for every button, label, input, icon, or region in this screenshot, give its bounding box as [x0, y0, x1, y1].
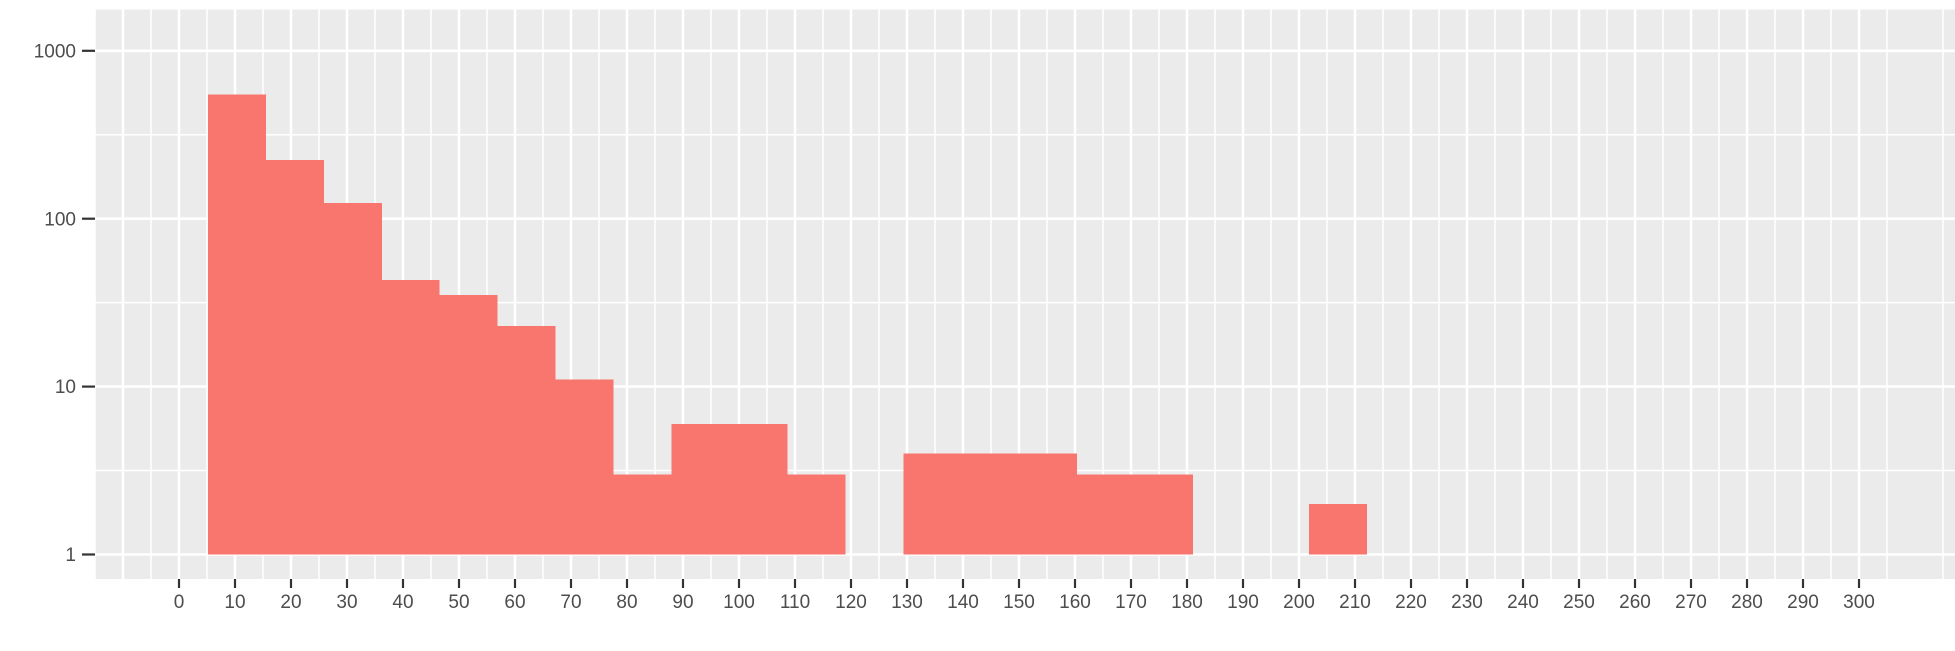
x-tick-label: 220: [1395, 592, 1427, 613]
x-tick-label: 230: [1451, 592, 1483, 613]
x-tick-label: 280: [1731, 592, 1763, 613]
x-tick-label: 200: [1283, 592, 1315, 613]
histogram-bar: [381, 280, 440, 555]
x-tick-label: 240: [1507, 592, 1539, 613]
x-tick-label: 180: [1171, 592, 1203, 613]
histogram-bar: [439, 295, 498, 555]
histogram-bar: [207, 94, 266, 555]
histogram-bar: [613, 474, 672, 555]
x-tick-label: 30: [336, 592, 357, 613]
histogram-bar: [961, 453, 1020, 555]
x-tick-label: 80: [616, 592, 637, 613]
histogram-bar: [497, 325, 556, 555]
x-tick-label: 250: [1563, 592, 1595, 613]
x-tick-label: 260: [1619, 592, 1651, 613]
x-tick-label: 110: [780, 592, 810, 613]
x-tick-label: 20: [280, 592, 301, 613]
x-tick-label: 60: [504, 592, 525, 613]
y-tick-label: 1: [65, 545, 76, 566]
x-tick-label: 140: [947, 592, 979, 613]
histogram-bar: [903, 453, 962, 555]
histogram-bar: [1135, 474, 1193, 555]
histogram-bar: [729, 423, 788, 555]
x-tick-label: 120: [835, 592, 867, 613]
x-tick-label: 130: [891, 592, 923, 613]
x-tick-label: 70: [560, 592, 581, 613]
y-tick-label: 1000: [34, 41, 76, 62]
x-tick-label: 160: [1059, 592, 1091, 613]
x-tick-label: 170: [1115, 592, 1147, 613]
x-tick-label: 0: [174, 592, 185, 613]
histogram-bar: [1077, 474, 1136, 555]
x-tick-label: 150: [1003, 592, 1035, 613]
x-tick-label: 190: [1227, 592, 1259, 613]
x-tick-label: 210: [1339, 592, 1371, 613]
y-tick-label: 10: [55, 377, 76, 398]
histogram-bar: [265, 160, 324, 555]
histogram-bar: [323, 203, 382, 555]
x-tick-label: 300: [1843, 592, 1875, 613]
x-tick-label: 10: [224, 592, 245, 613]
x-tick-label: 270: [1675, 592, 1707, 613]
x-tick-label: 100: [723, 592, 755, 613]
histogram-bar: [555, 379, 614, 555]
y-tick-label: 100: [44, 209, 76, 230]
x-tick-label: 40: [392, 592, 413, 613]
histogram-bar: [671, 423, 730, 555]
x-tick-label: 50: [448, 592, 469, 613]
x-tick-label: 290: [1787, 592, 1819, 613]
histogram-bar: [1308, 503, 1367, 555]
histogram-bar: [1019, 453, 1078, 555]
histogram-bar: [787, 474, 846, 555]
x-tick-label: 90: [672, 592, 693, 613]
